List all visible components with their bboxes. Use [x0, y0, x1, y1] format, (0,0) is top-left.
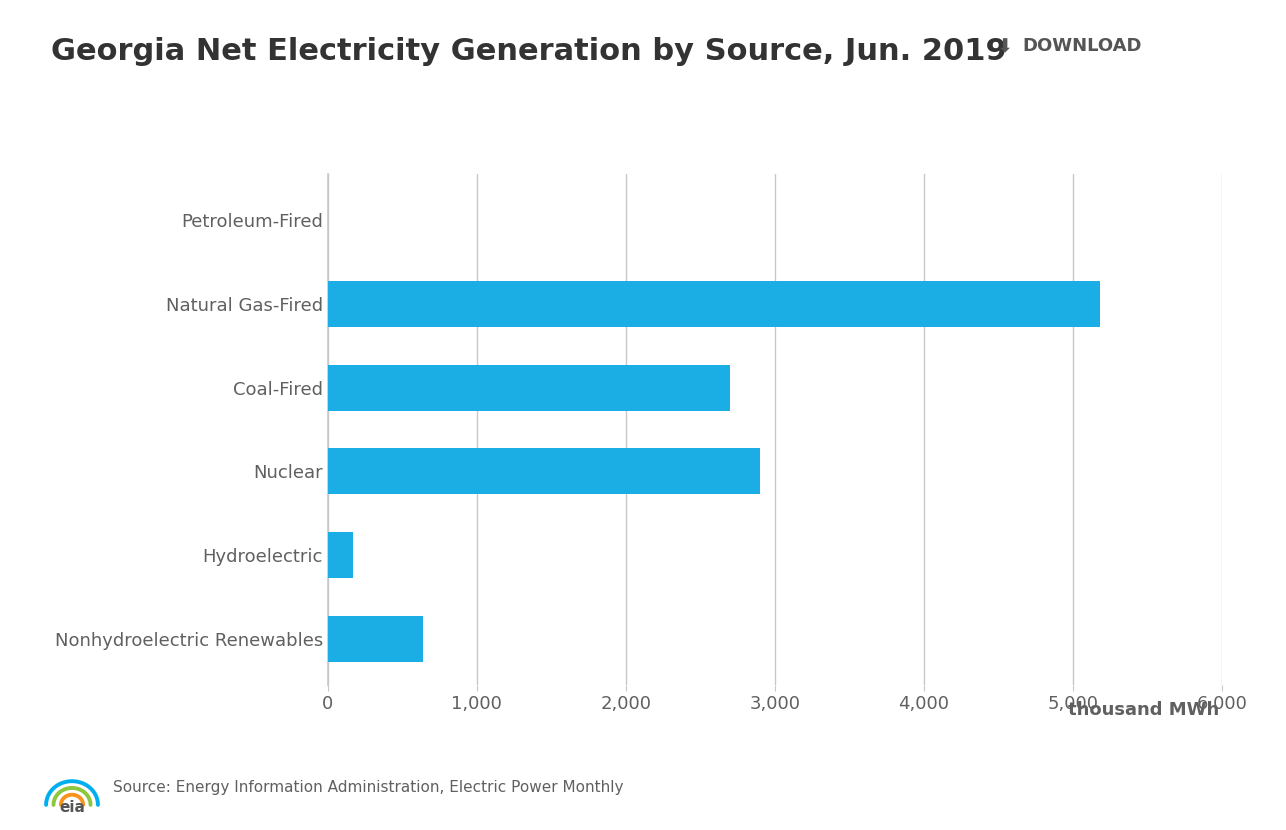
Text: eia: eia: [59, 800, 85, 815]
Bar: [328, 616, 423, 662]
Text: ⬇: ⬇: [997, 37, 1013, 56]
Bar: [328, 448, 760, 495]
Text: Source: Energy Information Administration, Electric Power Monthly: Source: Energy Information Administratio…: [113, 780, 624, 795]
Text: Georgia Net Electricity Generation by Source, Jun. 2019: Georgia Net Electricity Generation by So…: [51, 37, 1007, 66]
Text: thousand MWh: thousand MWh: [1067, 701, 1219, 720]
Bar: [328, 532, 352, 578]
Bar: [328, 364, 730, 411]
Text: DOWNLOAD: DOWNLOAD: [1022, 37, 1142, 56]
Bar: [328, 281, 1100, 327]
